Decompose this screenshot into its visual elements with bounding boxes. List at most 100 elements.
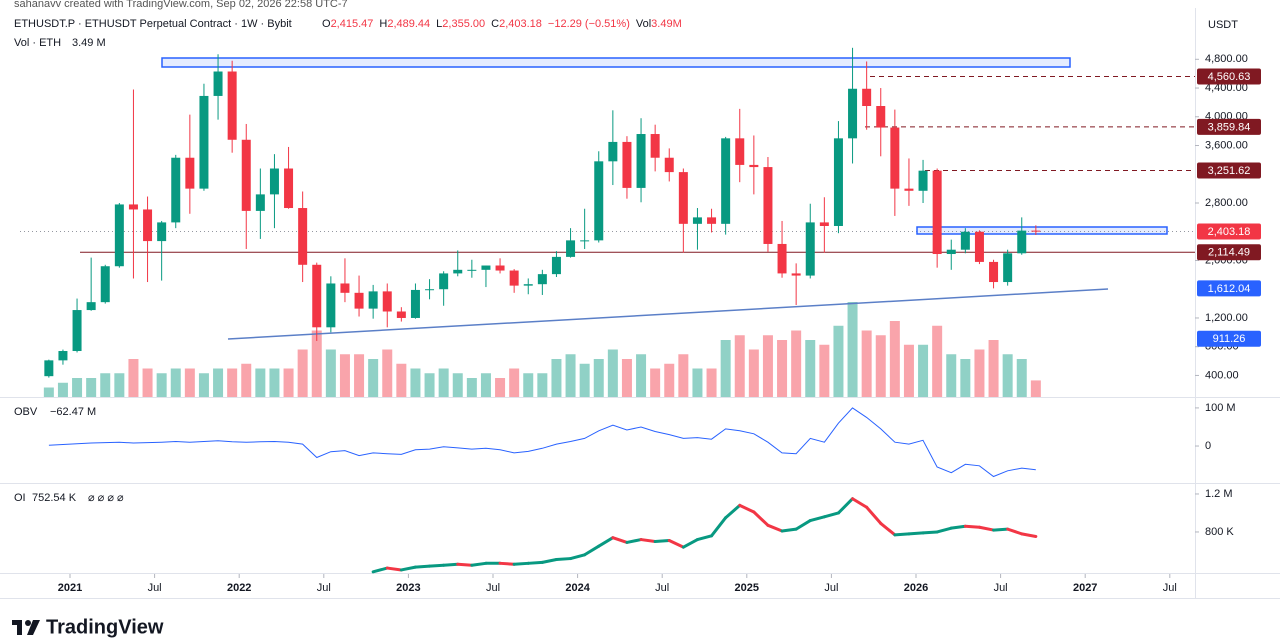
volume-bar [932, 325, 943, 397]
price-line-layer [20, 75, 1195, 253]
candle-body [72, 310, 82, 352]
candle-body [664, 157, 674, 173]
indicator-segment [512, 561, 530, 566]
price-label: 4,560.63 [1208, 71, 1251, 83]
legend-key: O [322, 18, 331, 30]
volume-bar [762, 335, 773, 397]
volume-bar [974, 349, 985, 397]
candle-body [1031, 230, 1041, 232]
y-tick-label: 3,600.00 [1205, 139, 1248, 151]
trend-line [227, 288, 1109, 340]
indicator-segment [428, 563, 446, 568]
candle-body [650, 134, 660, 158]
candle-body [114, 204, 124, 267]
x-tick-label: Jul [824, 582, 838, 594]
volume-bar [537, 373, 548, 397]
price-label-box [1197, 162, 1261, 179]
x-tick-label: 2026 [904, 582, 928, 594]
volume-bar [382, 349, 393, 397]
volume-bar [438, 368, 449, 397]
candle-body [1017, 230, 1027, 254]
candle-body [199, 95, 209, 189]
candle-body [763, 167, 773, 244]
candle-body [227, 71, 237, 140]
volume-bar [100, 373, 111, 397]
volume-bar [650, 368, 661, 397]
candle-body [509, 270, 519, 286]
price-label: 1,612.04 [1208, 283, 1251, 295]
price-label-box [1197, 244, 1261, 261]
volume-bar [86, 378, 97, 397]
brand: TradingView [46, 616, 164, 638]
candle-body [946, 249, 956, 255]
x-tick-label: Jul [486, 582, 500, 594]
candle-body [805, 222, 815, 276]
volume-bar [748, 349, 759, 397]
volume-bar [184, 368, 195, 397]
volume-name: Vol · ETH [14, 37, 61, 49]
volume-bar [861, 330, 872, 397]
indicator-value: −62.47 M [50, 406, 96, 418]
indicator-segment [667, 539, 685, 549]
candle-body [594, 161, 604, 241]
logo-part [25, 620, 31, 626]
ohlc-legend: O2,415.47 H2,489.44 L2,355.00 C2,403.18 −12.… [322, 18, 682, 30]
candle-body [255, 194, 265, 211]
candle-body [143, 209, 153, 242]
volume-bar [946, 354, 957, 397]
candle-body [749, 164, 759, 168]
volume-bar [368, 359, 379, 397]
candle-body [833, 138, 843, 226]
x-tick-label: Jul [148, 582, 162, 594]
volume-bar [523, 373, 534, 397]
indicator-segment [456, 562, 474, 567]
volume-bar [988, 340, 999, 397]
indicator-segment [695, 534, 714, 542]
volume-bar [424, 373, 435, 397]
indicator-segment [865, 505, 883, 525]
indicator-line [48, 407, 1036, 478]
price-label: 3,859.84 [1208, 121, 1251, 133]
candle-body [58, 351, 68, 361]
legend-value: 2,403.18 [499, 18, 542, 30]
candle-body [86, 302, 96, 311]
indicator-segment [554, 557, 573, 562]
legend-value: 2,355.00 [442, 18, 485, 30]
volume-bar [678, 354, 689, 397]
drawn-box [161, 57, 1071, 68]
price-label-box [1197, 118, 1261, 135]
legend-value: 2,415.47 [331, 18, 374, 30]
candle-body [791, 273, 801, 276]
volume-bar [43, 387, 54, 397]
price-label-box [1197, 280, 1261, 297]
volume-bar [847, 302, 858, 397]
volume-bar [579, 363, 590, 397]
volume-bar [354, 354, 365, 397]
currency: USDT [1208, 19, 1238, 31]
overlay-layer: ETHUSDT.P · ETHUSDT Perpetual Contract ·… [14, 18, 1261, 594]
volume-bar [636, 354, 647, 397]
candle-body [918, 170, 928, 191]
volume-bar [1030, 380, 1041, 397]
price-label: 3,251.62 [1208, 165, 1251, 177]
candle-body [932, 170, 942, 255]
candle-body [213, 71, 223, 96]
candle-body [269, 168, 279, 195]
indicator-segment [611, 536, 629, 544]
volume-bar [706, 368, 717, 397]
volume-bar [198, 373, 209, 397]
legend-value: 2,489.44 [387, 18, 430, 30]
candle-body [340, 283, 350, 293]
candle-body [960, 231, 970, 250]
candle-body [410, 289, 420, 318]
candle-body [1003, 253, 1013, 283]
candle-body [876, 106, 886, 128]
candle-body [608, 141, 618, 162]
indicator-segment [1020, 532, 1038, 538]
indicator-segment [808, 515, 826, 523]
x-tick-label: 2022 [227, 582, 251, 594]
y-tick-label: 2,800.00 [1205, 197, 1248, 209]
indicator-segment [935, 526, 953, 534]
